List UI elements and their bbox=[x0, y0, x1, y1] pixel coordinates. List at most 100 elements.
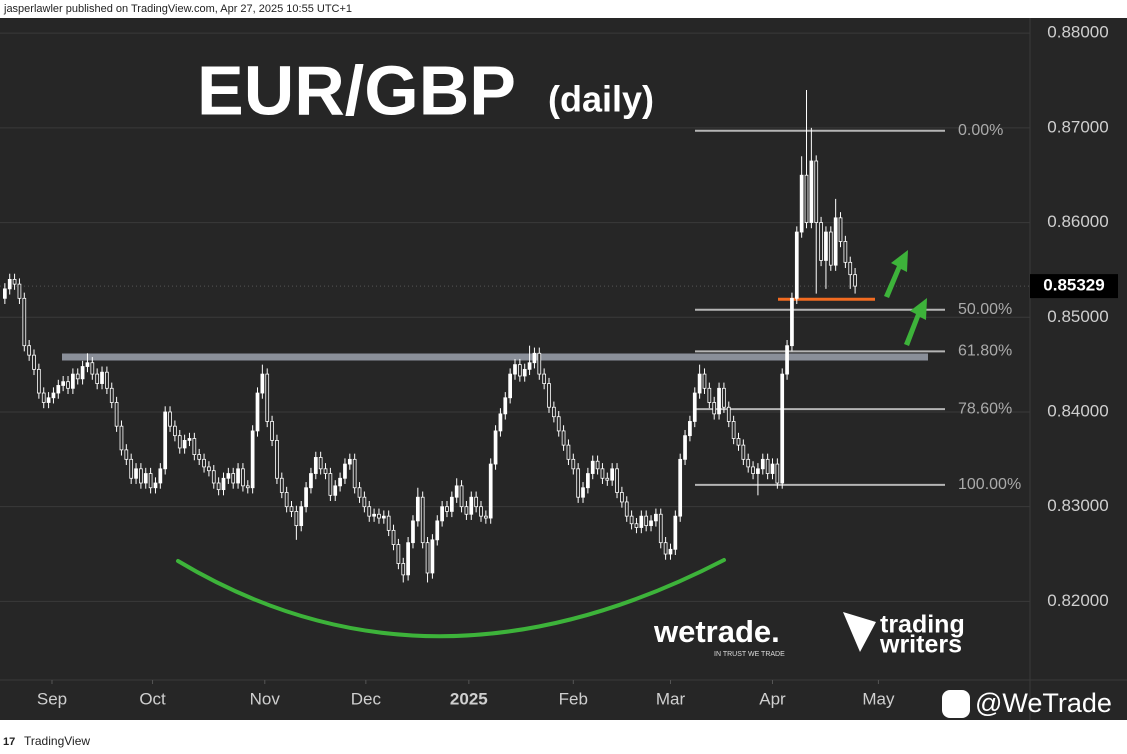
chart-title: EUR/GBP bbox=[197, 51, 516, 129]
candle-body bbox=[197, 454, 202, 460]
candle-body bbox=[357, 487, 362, 498]
rounding-bottom-arc bbox=[176, 558, 726, 639]
candle-body bbox=[678, 458, 683, 517]
candle-body bbox=[71, 373, 75, 389]
candle-body bbox=[522, 368, 527, 377]
candle-body bbox=[561, 430, 566, 446]
candle-body bbox=[722, 387, 726, 408]
y-tick-label: 0.85000 bbox=[1047, 307, 1108, 326]
candle-body bbox=[236, 468, 240, 484]
candle-body bbox=[527, 362, 532, 370]
candle-body bbox=[770, 463, 775, 474]
candle-body bbox=[41, 392, 46, 403]
candle-body bbox=[853, 274, 857, 287]
candle-body bbox=[163, 411, 168, 470]
candle-body bbox=[736, 438, 741, 446]
candle-body bbox=[250, 430, 255, 489]
candle-body bbox=[109, 387, 114, 403]
chart-background bbox=[0, 18, 1127, 720]
candle-body bbox=[362, 496, 367, 508]
y-tick-label: 0.86000 bbox=[1047, 212, 1108, 231]
candle-body bbox=[284, 492, 289, 508]
x-tick-label: Feb bbox=[559, 689, 588, 708]
candle-body bbox=[571, 458, 576, 470]
candle-body bbox=[37, 368, 41, 394]
candle-body bbox=[313, 457, 318, 474]
footer-text: TradingView bbox=[24, 734, 90, 748]
candle-body bbox=[697, 373, 702, 394]
social-handle: @WeTrade bbox=[975, 688, 1112, 718]
candle-body bbox=[66, 381, 70, 389]
last-price-box bbox=[1030, 274, 1118, 299]
candle-body bbox=[576, 468, 581, 498]
candle-body bbox=[532, 352, 537, 364]
x-tick-label: Apr bbox=[759, 689, 786, 708]
candle-body bbox=[51, 392, 56, 399]
candle-body bbox=[741, 444, 746, 460]
candle-body bbox=[688, 421, 692, 437]
candle-body bbox=[464, 506, 469, 515]
candle-body bbox=[139, 468, 143, 484]
x-tick-label: May bbox=[862, 689, 895, 708]
candle-body bbox=[493, 430, 498, 465]
fib-label: 78.60% bbox=[958, 400, 1012, 417]
candle-body bbox=[381, 515, 386, 519]
candle-body bbox=[542, 373, 547, 384]
candle-body bbox=[556, 416, 561, 432]
candle-body bbox=[333, 485, 338, 496]
candle-body bbox=[17, 283, 22, 299]
candle-body bbox=[658, 513, 663, 544]
candle-body bbox=[790, 297, 794, 347]
candle-body bbox=[343, 463, 347, 479]
candle-body bbox=[425, 542, 430, 574]
candle-body bbox=[430, 539, 435, 574]
candle-body bbox=[605, 477, 610, 481]
candle-body bbox=[377, 513, 381, 519]
candle-body bbox=[134, 468, 138, 479]
footer-logo: 17 bbox=[3, 736, 15, 748]
candle-body bbox=[692, 392, 697, 422]
candle-body bbox=[46, 397, 51, 403]
fib-label: 100.00% bbox=[958, 476, 1021, 493]
brand-tagline: IN TRUST WE TRADE bbox=[714, 651, 785, 658]
candles bbox=[3, 89, 857, 583]
candle-body bbox=[435, 520, 440, 541]
candle-body bbox=[824, 231, 828, 261]
fib-label: 0.00% bbox=[958, 122, 1003, 139]
candle-body bbox=[804, 174, 809, 223]
candle-body bbox=[518, 364, 522, 377]
candle-body bbox=[56, 385, 61, 394]
candle-body bbox=[459, 485, 464, 508]
candle-body bbox=[386, 515, 391, 531]
candle-body bbox=[469, 496, 474, 515]
candle-body bbox=[318, 457, 323, 470]
candle-body bbox=[304, 487, 308, 508]
candle-body bbox=[440, 506, 444, 522]
candle-body bbox=[153, 482, 158, 489]
candle-body bbox=[114, 402, 119, 427]
y-tick-label: 0.83000 bbox=[1047, 496, 1108, 515]
candle-body bbox=[498, 413, 503, 432]
candle-body bbox=[707, 387, 712, 403]
candle-body bbox=[231, 473, 236, 484]
candle-body bbox=[833, 217, 838, 266]
brand-logo: wetrade. bbox=[653, 614, 780, 649]
candle-body bbox=[765, 458, 770, 474]
candle-body bbox=[275, 439, 279, 479]
candle-body bbox=[279, 477, 284, 493]
x-tick-label: Sep bbox=[37, 689, 67, 708]
candle-body bbox=[22, 297, 27, 347]
y-tick-label: 0.87000 bbox=[1047, 117, 1108, 136]
candle-body bbox=[260, 373, 265, 394]
candle-body bbox=[168, 411, 172, 427]
candle-body bbox=[595, 460, 600, 470]
candle-body bbox=[454, 485, 459, 498]
candle-body bbox=[634, 523, 639, 528]
candle-body bbox=[367, 506, 372, 517]
x-tick-label: Oct bbox=[139, 689, 166, 708]
candle-body bbox=[809, 160, 814, 223]
candle-body bbox=[712, 402, 717, 415]
candle-body bbox=[639, 515, 644, 528]
candle-body bbox=[105, 371, 109, 389]
candle-body bbox=[226, 473, 231, 479]
